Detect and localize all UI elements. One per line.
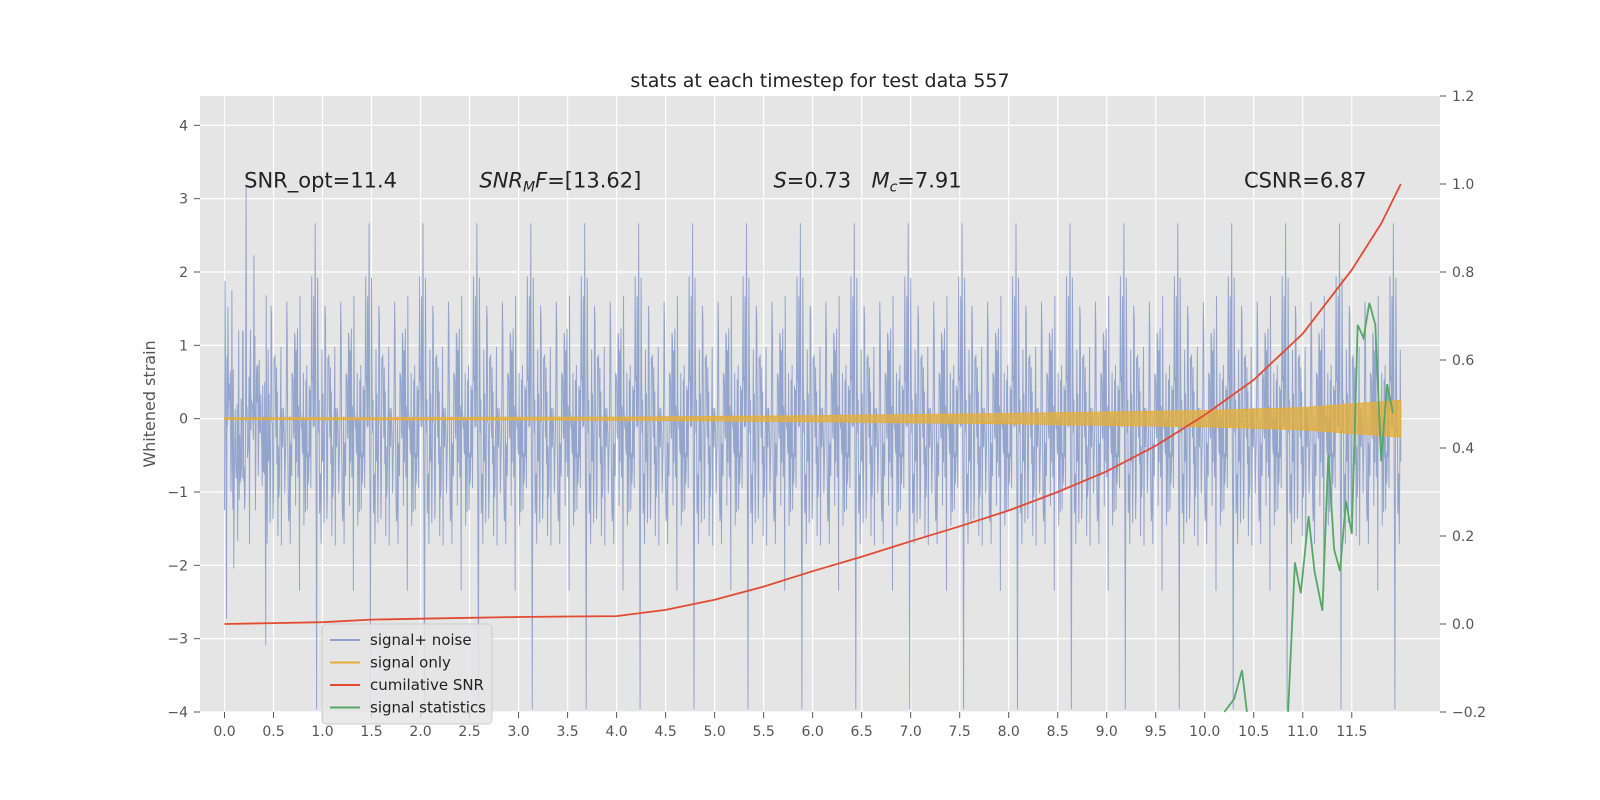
y-tick-label-4: 0 bbox=[179, 412, 188, 428]
legend-label-3: signal statistics bbox=[370, 699, 486, 717]
x-tick-label-0: 0.0 bbox=[213, 724, 235, 740]
x-tick-label-19: 9.5 bbox=[1145, 724, 1167, 740]
x-tick-label-1: 0.5 bbox=[262, 724, 284, 740]
x-tick-label-22: 11.0 bbox=[1287, 724, 1318, 740]
x-tick-label-13: 6.5 bbox=[851, 724, 873, 740]
x-tick-label-6: 3.0 bbox=[507, 724, 529, 740]
y-axis-label: Whitened strain bbox=[140, 340, 159, 467]
x-tick-label-18: 9.0 bbox=[1096, 724, 1118, 740]
x-tick-label-23: 11.5 bbox=[1336, 724, 1367, 740]
y-tick-label-6: 2 bbox=[179, 265, 188, 281]
legend-box bbox=[321, 623, 493, 725]
y2-tick-label-7: 1.2 bbox=[1452, 89, 1474, 105]
y-tick-label-3: −1 bbox=[167, 485, 188, 501]
annotation-snr-mf: SNRMF=[13.62] bbox=[479, 168, 641, 195]
series-signal-statistics-segment-1 bbox=[1287, 302, 1394, 713]
x-tick-label-7: 3.5 bbox=[556, 724, 578, 740]
annotation-csnr: CSNR=6.87 bbox=[1244, 168, 1367, 192]
y-tick-label-2: −2 bbox=[167, 558, 188, 574]
axes: −4 −3 −2 −1 0 1 2 3 4 −0.2 0.0 0.2 0.4 0.6 0.8 1.0 1.2 0.… bbox=[167, 89, 1486, 740]
series-lines bbox=[224, 183, 1402, 713]
x-tick-label-2: 1.0 bbox=[311, 724, 333, 740]
x-tick-label-15: 7.5 bbox=[949, 724, 971, 740]
y-tick-label-1: −3 bbox=[167, 632, 188, 648]
annotation-spin: S=0.73 bbox=[773, 168, 851, 192]
series-signal-noise bbox=[224, 186, 1402, 710]
series-signal-statistics-segment-0 bbox=[1223, 669, 1248, 713]
x-tick-label-16: 8.0 bbox=[998, 724, 1020, 740]
legend-label-0: signal+ noise bbox=[370, 631, 472, 649]
x-tick-label-11: 5.5 bbox=[753, 724, 775, 740]
y-tick-label-0: −4 bbox=[167, 705, 188, 721]
series-cumulative-snr bbox=[224, 183, 1402, 625]
y2-tick-label-0: −0.2 bbox=[1452, 705, 1486, 721]
legend-label-2: cumilative SNR bbox=[370, 676, 484, 694]
x-tick-label-10: 5.0 bbox=[703, 724, 725, 740]
x-tick-label-14: 7.0 bbox=[900, 724, 922, 740]
y-tick-label-8: 4 bbox=[179, 118, 188, 134]
legend: signal+ noise signal only cumilative SNR si… bbox=[321, 623, 493, 725]
y2-tick-label-3: 0.4 bbox=[1452, 441, 1474, 457]
x-tick-label-17: 8.5 bbox=[1047, 724, 1069, 740]
x-tick-label-9: 4.5 bbox=[654, 724, 676, 740]
chart-title: stats at each timestep for test data 557 bbox=[630, 70, 1009, 92]
y2-tick-label-2: 0.2 bbox=[1452, 529, 1474, 545]
series-signal-only bbox=[224, 399, 1402, 438]
y2-tick-label-4: 0.6 bbox=[1452, 353, 1474, 369]
x-tick-label-20: 10.0 bbox=[1189, 724, 1220, 740]
y-tick-label-5: 1 bbox=[179, 338, 188, 354]
legend-label-1: signal only bbox=[370, 654, 451, 672]
annotation-chirp-mass: Mc=7.91 bbox=[871, 168, 961, 195]
series-bands bbox=[224, 186, 1402, 710]
y-tick-label-7: 3 bbox=[179, 192, 188, 208]
annotation-snr-opt: SNR_opt=11.4 bbox=[244, 168, 397, 193]
y2-tick-label-5: 0.8 bbox=[1452, 265, 1474, 281]
y2-tick-label-6: 1.0 bbox=[1452, 177, 1474, 193]
x-tick-label-3: 1.5 bbox=[360, 724, 382, 740]
x-tick-label-21: 10.5 bbox=[1238, 724, 1269, 740]
x-tick-label-12: 6.0 bbox=[802, 724, 824, 740]
annotations: SNR_opt=11.4 SNRMF=[13.62] S=0.73 Mc=7.91 CS… bbox=[244, 168, 1366, 195]
x-tick-label-4: 2.0 bbox=[409, 724, 431, 740]
x-tick-label-8: 4.0 bbox=[605, 724, 627, 740]
y2-tick-label-1: 0.0 bbox=[1452, 617, 1474, 633]
x-tick-label-5: 2.5 bbox=[458, 724, 480, 740]
